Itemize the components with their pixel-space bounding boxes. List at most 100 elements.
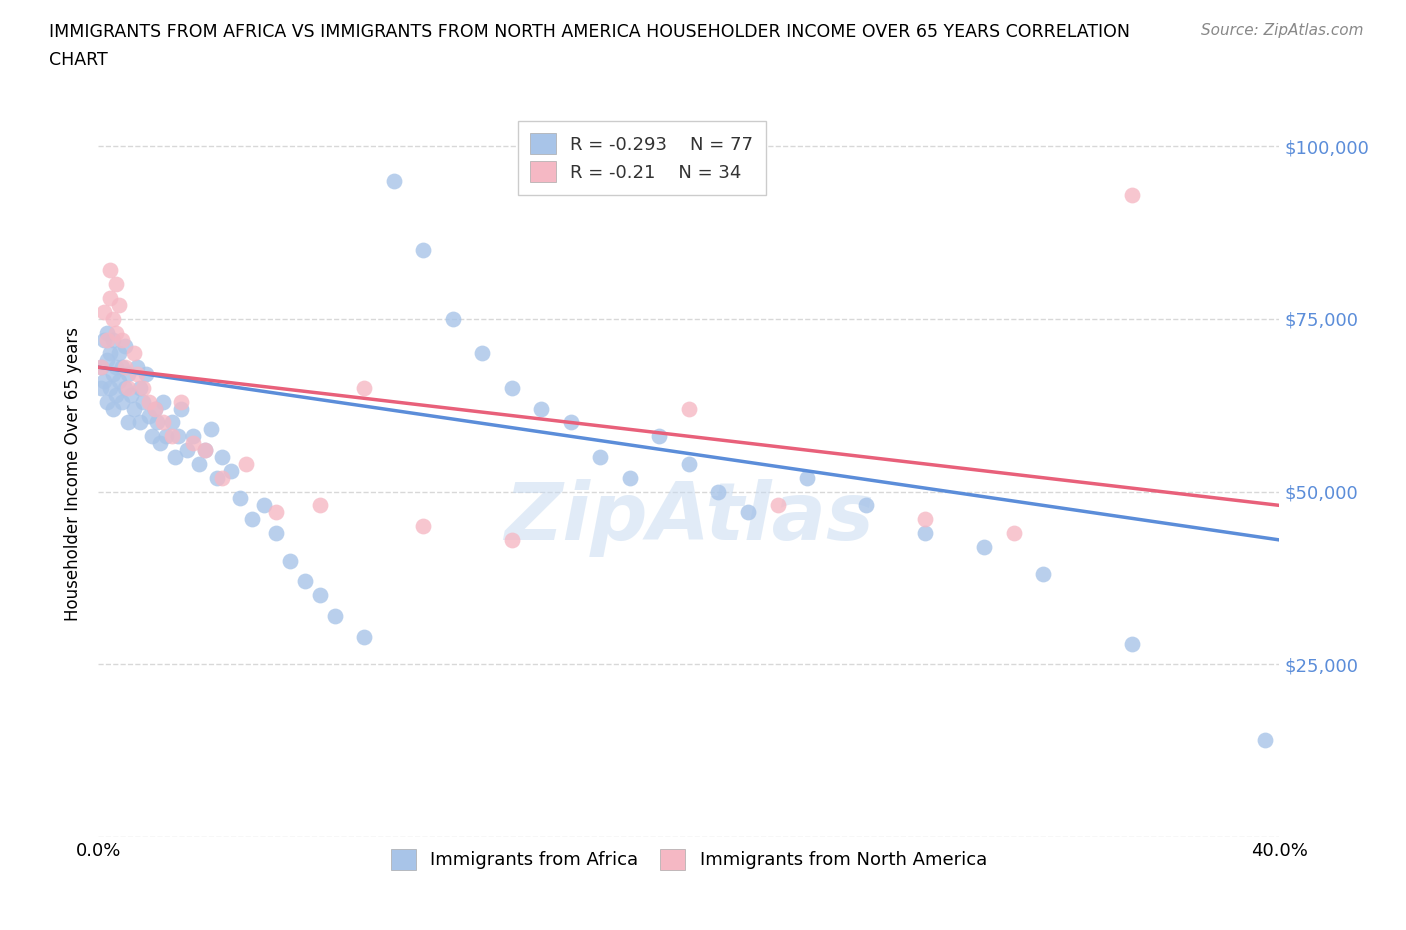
- Point: [98, 380, 121, 395]
- Point: [235, 457, 257, 472]
- Point: [143, 401, 166, 416]
- Point: [90, 360, 112, 375]
- Point: [1254, 733, 1277, 748]
- Point: [105, 360, 128, 375]
- Point: [205, 471, 228, 485]
- Point: [253, 498, 276, 512]
- Text: ZipAtlas: ZipAtlas: [503, 479, 875, 557]
- Point: [98, 346, 121, 361]
- Text: CHART: CHART: [49, 51, 108, 69]
- Point: [98, 291, 121, 306]
- Point: [105, 326, 128, 340]
- Point: [353, 380, 375, 395]
- Point: [108, 346, 131, 361]
- Point: [707, 485, 730, 499]
- Point: [441, 312, 464, 326]
- Point: [194, 443, 217, 458]
- Point: [143, 401, 166, 416]
- Point: [122, 346, 145, 361]
- Point: [914, 512, 936, 526]
- Point: [294, 574, 316, 589]
- Point: [678, 457, 700, 472]
- Point: [138, 394, 160, 409]
- Point: [264, 525, 287, 540]
- Point: [90, 360, 112, 375]
- Point: [90, 380, 112, 395]
- Point: [108, 298, 131, 312]
- Point: [117, 415, 139, 430]
- Point: [1121, 636, 1143, 651]
- Point: [122, 401, 145, 416]
- Point: [471, 346, 494, 361]
- Point: [170, 401, 193, 416]
- Point: [114, 339, 136, 354]
- Point: [221, 463, 243, 478]
- Point: [194, 443, 217, 458]
- Point: [280, 553, 302, 568]
- Point: [855, 498, 877, 512]
- Point: [412, 519, 434, 534]
- Point: [138, 408, 160, 423]
- Point: [240, 512, 263, 526]
- Y-axis label: Householder Income Over 65 years: Householder Income Over 65 years: [65, 327, 83, 621]
- Point: [93, 374, 115, 389]
- Point: [678, 401, 700, 416]
- Point: [103, 401, 125, 416]
- Point: [353, 630, 375, 644]
- Point: [128, 380, 150, 395]
- Point: [108, 374, 131, 389]
- Point: [105, 277, 128, 292]
- Point: [132, 380, 155, 395]
- Point: [128, 415, 150, 430]
- Point: [117, 366, 139, 381]
- Point: [309, 588, 332, 603]
- Point: [187, 457, 209, 472]
- Point: [114, 360, 136, 375]
- Point: [93, 332, 115, 347]
- Point: [125, 360, 148, 375]
- Point: [501, 533, 523, 548]
- Point: [501, 380, 523, 395]
- Text: Source: ZipAtlas.com: Source: ZipAtlas.com: [1201, 23, 1364, 38]
- Point: [141, 429, 163, 444]
- Point: [914, 525, 936, 540]
- Point: [530, 401, 553, 416]
- Point: [167, 429, 190, 444]
- Point: [103, 366, 125, 381]
- Point: [619, 471, 641, 485]
- Point: [181, 436, 204, 451]
- Point: [105, 388, 128, 403]
- Point: [155, 429, 177, 444]
- Point: [737, 505, 759, 520]
- Point: [125, 366, 148, 381]
- Point: [103, 312, 125, 326]
- Legend: Immigrants from Africa, Immigrants from North America: Immigrants from Africa, Immigrants from …: [378, 836, 1000, 883]
- Text: IMMIGRANTS FROM AFRICA VS IMMIGRANTS FROM NORTH AMERICA HOUSEHOLDER INCOME OVER : IMMIGRANTS FROM AFRICA VS IMMIGRANTS FRO…: [49, 23, 1130, 41]
- Point: [211, 471, 233, 485]
- Point: [323, 608, 346, 623]
- Point: [1002, 525, 1025, 540]
- Point: [181, 429, 204, 444]
- Point: [589, 449, 612, 464]
- Point: [170, 394, 193, 409]
- Point: [146, 415, 169, 430]
- Point: [309, 498, 332, 512]
- Point: [162, 429, 183, 444]
- Point: [560, 415, 582, 430]
- Point: [114, 380, 136, 395]
- Point: [165, 449, 187, 464]
- Point: [648, 429, 671, 444]
- Point: [382, 173, 405, 188]
- Point: [796, 471, 818, 485]
- Point: [96, 332, 118, 347]
- Point: [176, 443, 198, 458]
- Point: [152, 394, 174, 409]
- Point: [132, 394, 155, 409]
- Point: [111, 332, 134, 347]
- Point: [98, 263, 121, 278]
- Point: [120, 388, 142, 403]
- Point: [162, 415, 183, 430]
- Point: [111, 394, 134, 409]
- Point: [93, 304, 115, 319]
- Point: [149, 436, 172, 451]
